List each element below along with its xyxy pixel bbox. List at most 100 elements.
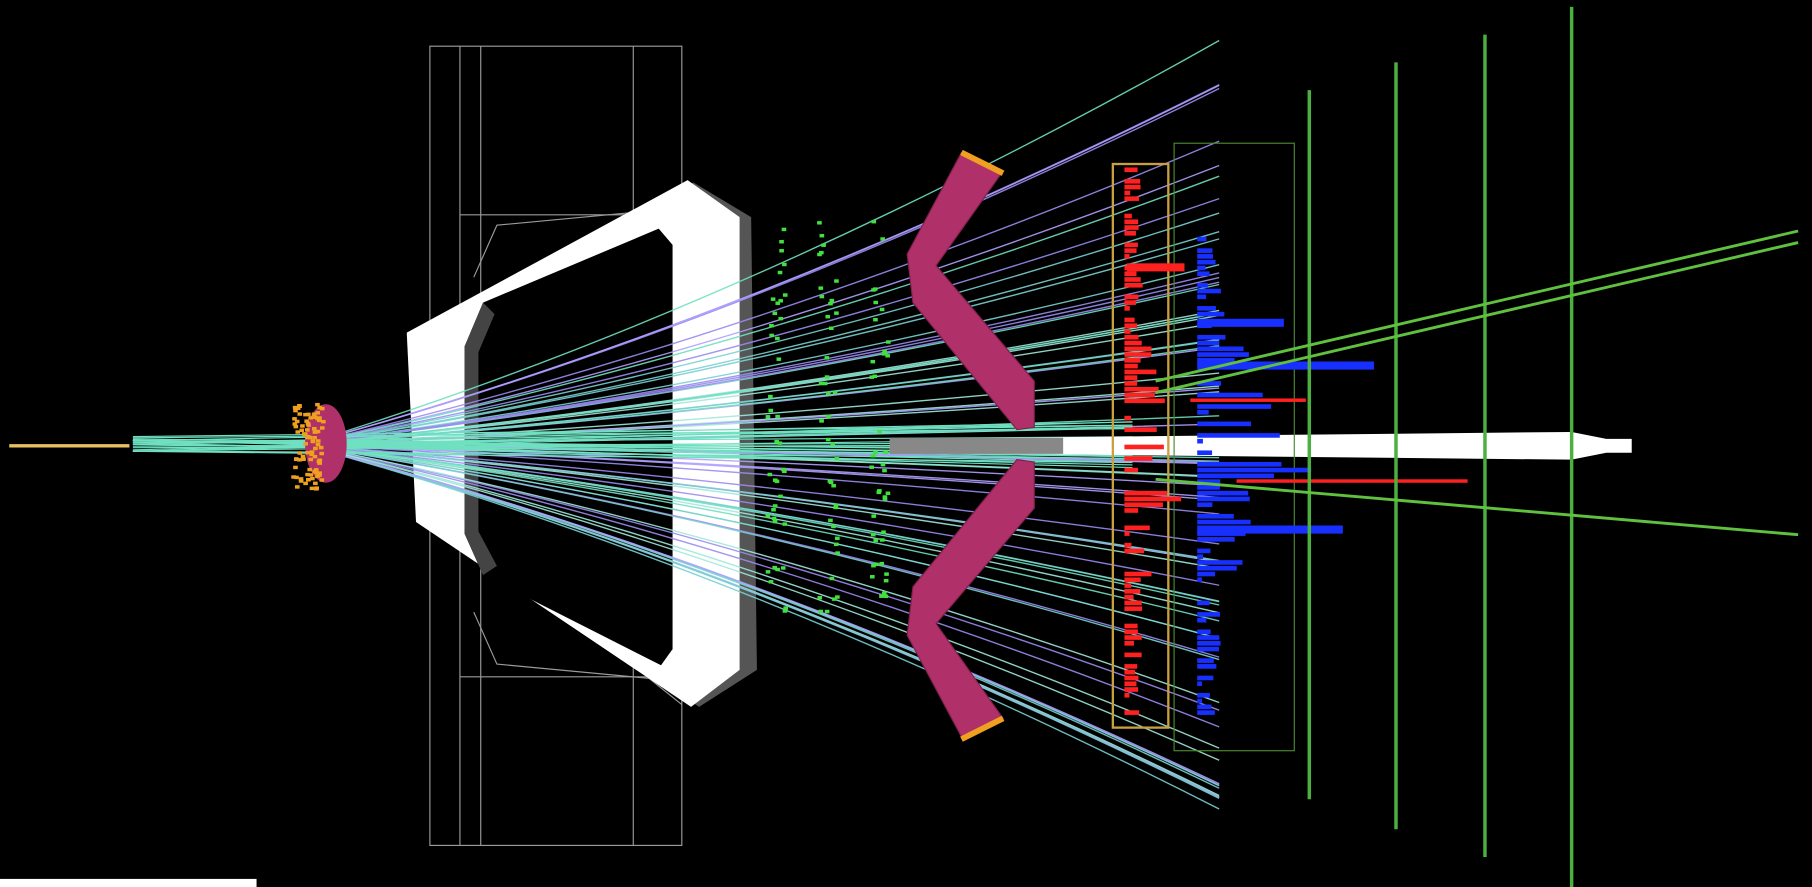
tracker-hit <box>769 324 774 328</box>
tracker-hit <box>881 591 887 595</box>
tracker-hit <box>817 221 822 225</box>
vertex-hit <box>295 430 301 434</box>
vertex-hit <box>298 477 304 481</box>
hcal-deposit <box>1197 271 1210 277</box>
hcal-deposit <box>1197 392 1263 398</box>
track <box>302 443 1220 606</box>
tracker-hit <box>883 450 889 454</box>
hcal-deposit <box>1197 254 1213 259</box>
track <box>302 272 1220 446</box>
ecal-deposit <box>1124 271 1137 277</box>
ecal-deposit <box>1124 444 1164 450</box>
tracker-hit <box>765 415 771 419</box>
tracker-hit <box>834 457 840 461</box>
tracker-hit <box>783 606 789 610</box>
ecal-deposit <box>1124 652 1142 658</box>
tracker-hit <box>870 532 876 537</box>
tracker-hit <box>835 595 840 599</box>
hcal-deposit <box>1197 381 1222 386</box>
ecal-deposit <box>1124 167 1138 173</box>
ecal-deposit <box>1124 381 1138 386</box>
track <box>132 439 1133 469</box>
tracker-hit <box>772 504 778 508</box>
ecal-deposit <box>1124 300 1137 305</box>
track <box>302 321 1220 446</box>
tracker-hit <box>819 419 824 423</box>
tracker-hit <box>872 374 878 379</box>
track <box>302 175 1220 446</box>
vertex-hit <box>309 450 315 454</box>
tracker-hit <box>885 354 890 358</box>
tracker-hit <box>879 594 884 598</box>
tracker-hit <box>768 580 774 584</box>
tracker-hit <box>776 357 782 361</box>
ecal-deposit <box>1124 502 1163 508</box>
track <box>302 443 1220 569</box>
vertex-hit <box>315 442 321 447</box>
tracker-hit <box>871 563 876 568</box>
ecal-deposit <box>1124 548 1145 554</box>
tracker-hit <box>828 480 834 485</box>
track <box>302 312 1220 446</box>
ecal-deposit <box>1124 352 1152 357</box>
tracker-hit <box>824 609 830 614</box>
tracker-hit <box>821 243 826 247</box>
vertex-hit <box>306 412 311 417</box>
vertex-hit <box>303 481 308 486</box>
vertex-hit <box>317 458 323 462</box>
hcal-deposit <box>1197 502 1213 508</box>
tracker-hit <box>781 227 787 232</box>
hcal-frame <box>1173 142 1295 752</box>
vertex-detector <box>305 404 347 483</box>
rich <box>906 151 1035 738</box>
ecal-deposit <box>1124 467 1139 473</box>
tracker-hit <box>882 495 888 499</box>
vertex-hit <box>304 419 309 423</box>
scale-bar <box>0 878 257 887</box>
hcal-deposit <box>1197 485 1220 490</box>
tracker-hit <box>870 359 876 364</box>
ecal-deposit <box>1124 323 1138 329</box>
track <box>132 421 1133 452</box>
tracker-hit <box>782 609 788 613</box>
tracker-hit <box>781 467 786 472</box>
vertex-hit <box>319 426 325 430</box>
vertex-hit <box>315 439 321 443</box>
muon-stations <box>1307 6 1574 887</box>
track <box>302 443 1220 640</box>
tracker-hit <box>883 578 889 583</box>
ecal-deposit <box>1124 635 1142 640</box>
vertex-hit <box>315 429 321 434</box>
track <box>302 443 1220 728</box>
track <box>302 84 1220 446</box>
tracker-hit <box>817 252 822 257</box>
tracker-hit <box>876 490 882 495</box>
tracker-hit <box>824 375 830 379</box>
hcal-deposit <box>1197 259 1216 265</box>
tracker-hit <box>774 439 780 444</box>
track <box>302 443 1220 810</box>
vertex-hit <box>312 435 317 440</box>
tracker-hit <box>778 316 784 321</box>
vertex-hit <box>306 478 311 482</box>
tracker-hit <box>871 219 877 224</box>
hcal-deposit <box>1197 311 1225 317</box>
vertex-hit <box>308 457 314 462</box>
ecal-deposit <box>1124 254 1130 259</box>
tracker-hit <box>771 508 776 512</box>
ecal-deposit <box>1124 640 1135 646</box>
tracker-hit <box>769 333 774 338</box>
ecal-deposit <box>1124 196 1139 201</box>
track <box>302 443 1220 711</box>
tracker-hit <box>829 576 835 581</box>
tracker-hit <box>826 414 831 419</box>
tracker-hit <box>777 441 783 445</box>
vertex-hit <box>309 452 315 457</box>
vertex-hit <box>318 445 324 450</box>
tracker-hit <box>881 530 886 534</box>
hcal-deposit <box>1197 646 1219 652</box>
hcal-deposit <box>1197 640 1221 646</box>
tracker-hit <box>775 414 780 419</box>
tracker-hit <box>833 505 838 510</box>
vertex-hit <box>297 412 303 416</box>
